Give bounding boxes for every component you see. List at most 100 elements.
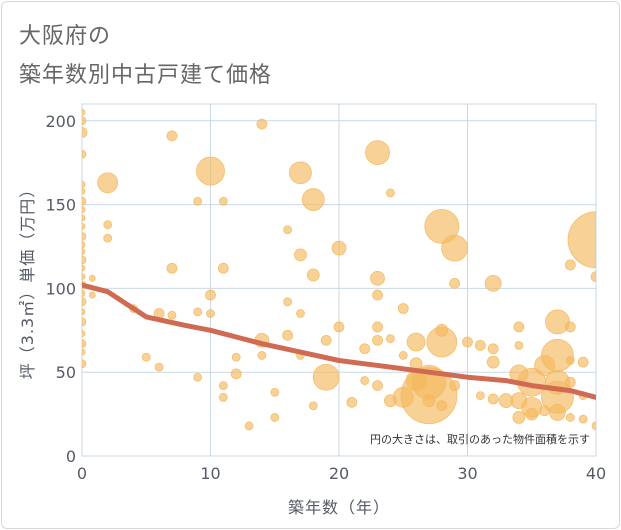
data-point — [474, 339, 486, 351]
data-point — [231, 352, 241, 362]
data-point — [301, 188, 325, 211]
data-point — [564, 259, 576, 271]
data-point — [513, 321, 525, 333]
data-point — [372, 321, 383, 333]
data-point — [283, 225, 293, 235]
chart-title-line1: 大阪府の — [19, 24, 112, 49]
data-point — [193, 196, 203, 206]
data-point — [578, 414, 588, 424]
data-point — [82, 181, 86, 188]
data-point — [422, 394, 436, 408]
data-point — [372, 380, 383, 392]
data-point — [487, 343, 499, 355]
x-tick-label: 10 — [200, 464, 220, 483]
data-point — [435, 323, 449, 337]
data-point — [565, 413, 575, 422]
data-point — [82, 359, 87, 369]
data-point — [82, 348, 86, 356]
data-point — [406, 332, 426, 352]
data-point — [282, 329, 294, 341]
data-point — [462, 336, 473, 348]
data-point — [82, 248, 86, 255]
data-point — [289, 161, 312, 185]
chart-title-line2: 築年数別中古戸建て価格 — [19, 63, 273, 88]
data-point — [82, 196, 87, 206]
data-point — [449, 380, 461, 392]
data-point — [312, 363, 340, 391]
data-point — [436, 400, 448, 412]
data-point — [244, 421, 254, 431]
data-point — [424, 208, 460, 244]
data-point — [257, 351, 267, 360]
data-point — [217, 262, 229, 274]
x-tick-label: 30 — [457, 464, 477, 483]
data-point — [577, 356, 589, 368]
data-point — [88, 291, 96, 299]
y-tick-label: 0 — [66, 447, 76, 466]
data-point — [82, 290, 86, 297]
data-point — [82, 308, 86, 316]
data-point — [218, 392, 228, 402]
data-point — [230, 368, 242, 380]
data-point — [333, 321, 345, 333]
data-point — [549, 404, 566, 421]
data-point — [441, 234, 469, 262]
data-point — [331, 240, 347, 256]
data-point — [365, 140, 390, 166]
data-point — [539, 405, 550, 417]
data-point — [486, 355, 500, 369]
data-point — [193, 372, 203, 382]
data-point — [82, 241, 86, 249]
data-point — [591, 421, 596, 431]
x-tick-label: 0 — [77, 464, 87, 483]
data-point — [370, 270, 385, 286]
data-point — [590, 271, 596, 283]
data-point — [359, 343, 371, 355]
data-point — [82, 264, 86, 272]
data-point — [449, 277, 461, 289]
data-point — [193, 307, 203, 317]
data-point — [82, 108, 86, 116]
data-point — [82, 127, 88, 138]
data-point — [167, 310, 177, 320]
data-point — [82, 187, 86, 195]
data-point — [372, 289, 383, 301]
data-point — [296, 309, 305, 318]
data-point — [397, 303, 409, 314]
data-point — [82, 297, 87, 307]
data-point — [206, 309, 215, 318]
data-point — [398, 351, 408, 360]
data-point — [82, 149, 87, 159]
data-point — [88, 274, 96, 282]
trend-line — [82, 282, 596, 400]
data-point — [154, 362, 164, 372]
data-point — [82, 206, 86, 213]
y-axis-ticks: 0 50 100 150 200 — [45, 112, 76, 466]
data-point — [82, 255, 87, 265]
bubble-size-note: 円の大きさは、取引のあった物件面積を示す — [370, 432, 590, 446]
data-point — [565, 356, 575, 365]
data-point — [82, 317, 87, 327]
data-point — [205, 289, 216, 301]
data-point — [166, 262, 178, 274]
data-point — [166, 130, 178, 142]
data-point — [306, 268, 320, 282]
data-point — [383, 394, 397, 408]
x-tick-label: 40 — [586, 464, 606, 483]
data-point — [82, 116, 87, 126]
data-point — [567, 211, 596, 269]
data-point — [270, 387, 280, 397]
data-point — [82, 339, 87, 349]
data-point — [103, 233, 113, 243]
data-point — [320, 334, 332, 346]
data-point — [545, 309, 570, 335]
y-tick-label: 50 — [56, 363, 76, 382]
data-point — [534, 355, 555, 376]
data-point — [484, 274, 502, 292]
x-axis-ticks: 0 10 20 30 40 — [77, 464, 606, 483]
data-point — [82, 232, 87, 241]
data-point — [385, 334, 395, 344]
data-point — [385, 188, 395, 198]
data-point — [487, 393, 499, 405]
